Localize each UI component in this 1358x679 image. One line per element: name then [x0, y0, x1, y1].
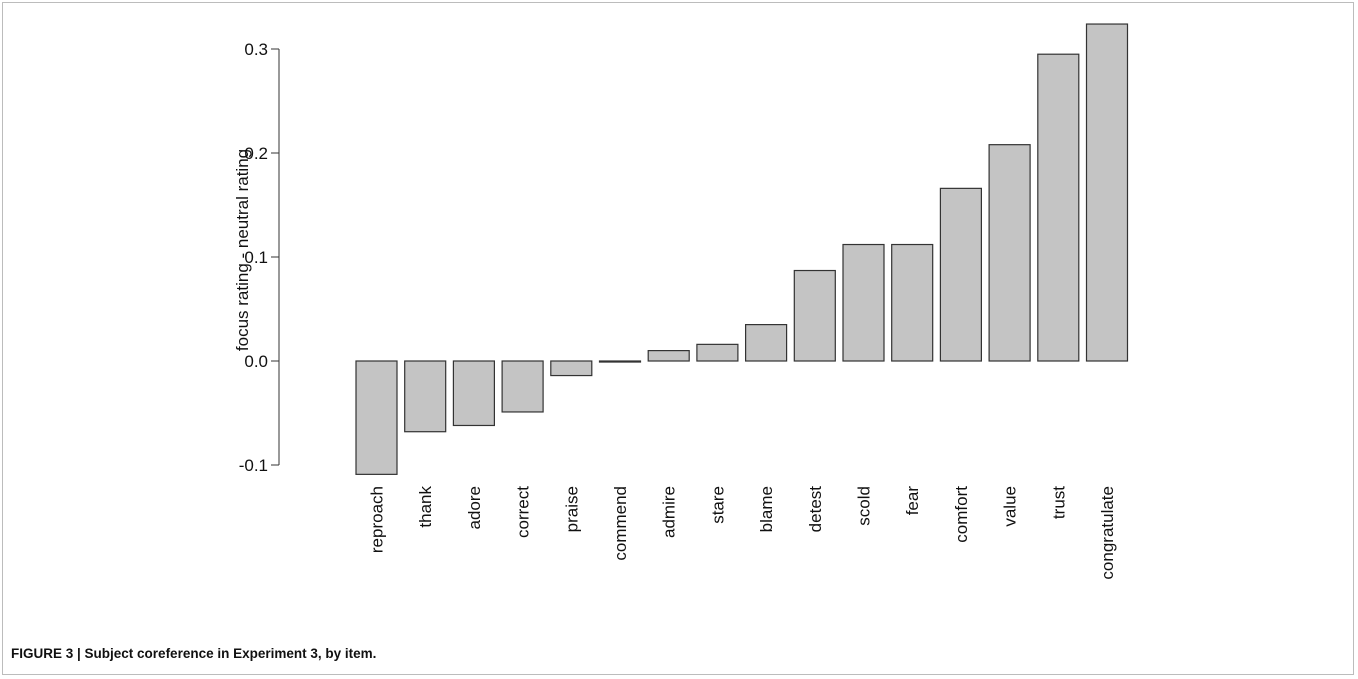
x-tick-label-trust: trust: [1049, 486, 1068, 519]
bar-fear: [891, 243, 934, 362]
figure-caption: FIGURE 3 | Subject coreference in Experi…: [11, 646, 377, 661]
x-tick-label-stare: stare: [708, 486, 727, 524]
x-tick-label-congratulate: congratulate: [1098, 486, 1117, 580]
bar-congratulate: [1085, 23, 1129, 362]
x-tick-label-correct: correct: [514, 486, 533, 538]
x-tick-label-praise: praise: [562, 486, 581, 532]
y-tick-label: 0.1: [244, 248, 268, 267]
bar-trust: [1037, 53, 1080, 362]
x-tick-label-scold: scold: [855, 486, 874, 526]
bar-commend: [598, 360, 642, 363]
y-axis-label: focus rating - neutral rating: [233, 149, 252, 351]
bar-comfort: [939, 187, 983, 362]
y-axis: -0.1 0.0 0.1 0.2 0.3: [239, 40, 280, 475]
x-tick-label-blame: blame: [757, 486, 776, 532]
bar-admire: [647, 350, 690, 362]
x-tick-label-adore: adore: [465, 486, 484, 529]
x-tick-label-fear: fear: [903, 486, 922, 516]
y-tick-label: 0.3: [244, 40, 268, 59]
bar-thank: [404, 360, 447, 433]
y-tick-label: 0.0: [244, 352, 268, 371]
x-tick-label-comfort: comfort: [952, 486, 971, 543]
bar-value: [988, 144, 1031, 362]
x-tick-label-detest: detest: [806, 486, 825, 533]
x-tick-label-admire: admire: [660, 486, 679, 538]
y-tick-label: -0.1: [239, 456, 268, 475]
bar-reproach: [355, 360, 398, 475]
y-tick-label: 0.2: [244, 144, 268, 163]
bar-detest: [793, 269, 836, 362]
bars-group: [355, 23, 1129, 475]
x-tick-labels: reproach thank adore correct praise commend ad…: [368, 486, 1118, 580]
bar-adore: [452, 360, 495, 427]
bar-stare: [696, 343, 739, 362]
bar-correct: [501, 360, 544, 413]
bar-praise: [550, 360, 593, 377]
x-tick-label-value: value: [1001, 486, 1020, 527]
x-tick-label-commend: commend: [611, 486, 630, 561]
bar-blame: [744, 324, 788, 362]
bar-scold: [842, 243, 885, 362]
x-tick-label-thank: thank: [416, 486, 435, 528]
x-tick-label-reproach: reproach: [368, 486, 387, 553]
